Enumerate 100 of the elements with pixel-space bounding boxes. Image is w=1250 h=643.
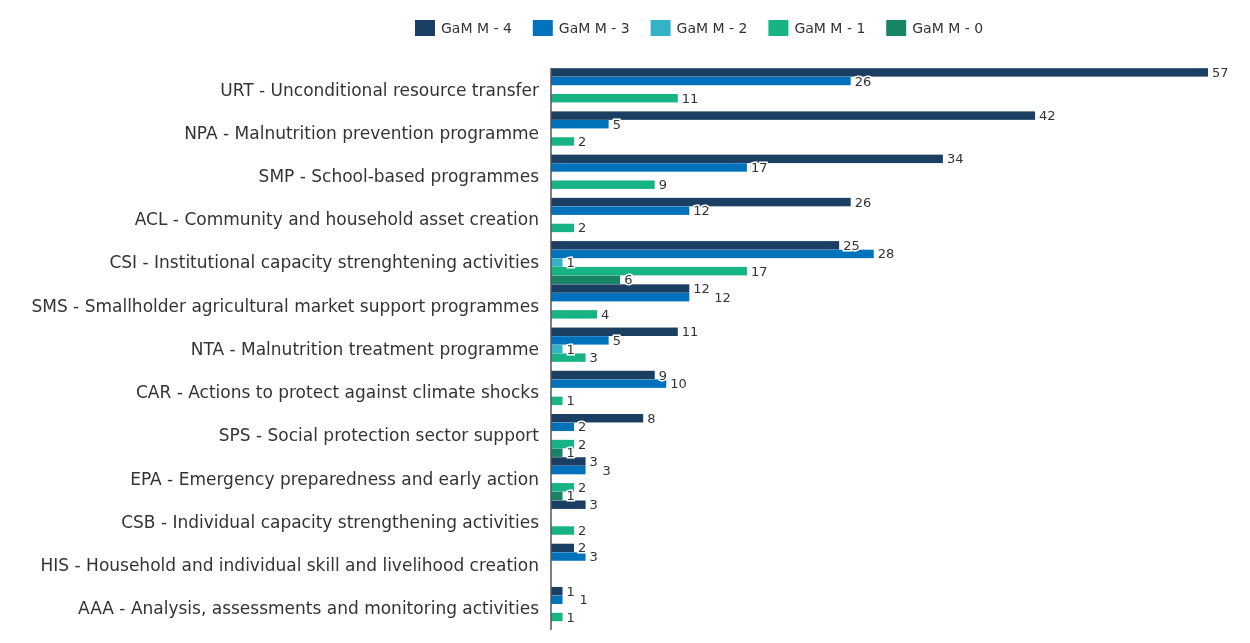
bar [551, 336, 609, 345]
bar [551, 275, 621, 284]
data-label: 3 [602, 462, 611, 478]
data-label: 1 [566, 445, 575, 461]
data-label: 28 [877, 246, 895, 262]
data-label: 34 [946, 151, 964, 167]
legend-label: GaM M - 3 [558, 19, 630, 36]
data-label: 1 [566, 341, 575, 357]
bar [551, 370, 655, 380]
bar [551, 414, 644, 423]
bar [551, 154, 943, 164]
data-label: 2 [578, 220, 587, 236]
data-label: 12 [714, 289, 731, 305]
bar [551, 457, 586, 466]
bar [551, 483, 575, 492]
y-tick-label: SMP - School-based programmes [258, 166, 540, 187]
data-label: 3 [589, 350, 598, 366]
data-label: 1 [566, 393, 575, 409]
data-label: 3 [589, 454, 598, 470]
data-label: 2 [578, 523, 587, 539]
y-tick-label: CSB - Individual capacity strengthening activities [121, 511, 540, 532]
bar [551, 491, 563, 501]
data-label: 9 [658, 177, 668, 193]
bar [551, 120, 609, 129]
bar [551, 241, 840, 250]
bar [551, 448, 563, 457]
bar [551, 612, 563, 622]
data-label: 10 [670, 376, 687, 392]
y-tick-label: EPA - Emergency preparedness and early action [130, 468, 539, 489]
bar [551, 379, 667, 388]
bar [551, 76, 851, 86]
legend-label: GaM M - 1 [794, 19, 866, 36]
bar [551, 94, 678, 103]
y-tick-label: NPA - Malnutrition prevention programme [184, 122, 539, 143]
y-tick-label: NTA - Malnutrition treatment programme [190, 338, 539, 359]
data-label: 5 [612, 332, 621, 348]
data-label: 3 [589, 497, 598, 513]
bar [551, 137, 575, 146]
data-label: 17 [750, 160, 768, 176]
bar [551, 223, 575, 233]
data-label: 6 [624, 272, 633, 288]
y-tick-label: CSI - Institutional capacity strenghtening activities [109, 252, 540, 273]
bar [551, 422, 575, 432]
bar [551, 197, 851, 207]
data-label: 26 [854, 194, 872, 210]
bar [551, 68, 1208, 77]
bar [551, 586, 563, 596]
bar [551, 180, 655, 189]
data-label: 1 [566, 583, 575, 599]
data-label: 17 [750, 263, 768, 279]
bar [551, 543, 575, 553]
y-tick-label: SPS - Social protection sector support [218, 425, 540, 446]
data-label: 8 [647, 410, 656, 426]
bar [551, 327, 678, 336]
data-label: 2 [578, 540, 587, 556]
data-label: 42 [1039, 108, 1056, 124]
y-tick-label: AAA - Analysis, assessments and monitoring activities [78, 598, 540, 619]
bar [551, 310, 598, 319]
data-label: 57 [1212, 64, 1229, 80]
data-label: 1 [566, 609, 575, 625]
data-label: 2 [578, 419, 587, 435]
y-tick-label: SMS - Smallholder agricultural market support programmes [31, 295, 540, 316]
bar [551, 163, 747, 172]
data-label: 9 [658, 367, 668, 383]
y-tick-label: HIS - Household and individual skill and livelihood creation [40, 555, 539, 576]
data-label: 11 [681, 90, 699, 106]
y-tick-label: URT - Unconditional resource transfer [220, 79, 539, 100]
bar [551, 353, 586, 362]
bar [551, 111, 1036, 120]
legend-label: GaM M - 0 [912, 19, 984, 36]
data-label: 5 [612, 116, 621, 132]
data-label: 3 [589, 549, 598, 565]
bar [551, 500, 586, 509]
data-label: 4 [601, 306, 610, 322]
bar [551, 292, 690, 302]
y-tick-label: ACL - Community and household asset creation [134, 209, 539, 230]
data-label: 12 [693, 281, 710, 297]
y-tick-label: CAR - Actions to protect against climate shocks [135, 382, 540, 403]
data-label: 11 [681, 324, 699, 340]
bar [551, 284, 690, 293]
bar [551, 465, 586, 475]
data-label: 2 [578, 436, 587, 452]
data-label: 1 [566, 255, 575, 271]
bar [551, 552, 586, 561]
bar [551, 266, 747, 276]
bar [551, 206, 690, 215]
bar [551, 526, 575, 535]
data-label: 25 [843, 237, 860, 253]
bar [551, 595, 563, 604]
data-label: 26 [854, 73, 872, 89]
bar [551, 344, 563, 354]
legend-label: GaM M - 4 [441, 19, 512, 36]
data-label: 2 [578, 134, 587, 150]
bar [551, 249, 874, 259]
bar [551, 396, 563, 406]
data-label: 2 [578, 479, 587, 495]
legend-label: GaM M - 2 [676, 19, 748, 36]
data-label: 12 [693, 203, 710, 219]
data-label: 1 [566, 488, 575, 504]
data-label: 1 [579, 592, 588, 608]
